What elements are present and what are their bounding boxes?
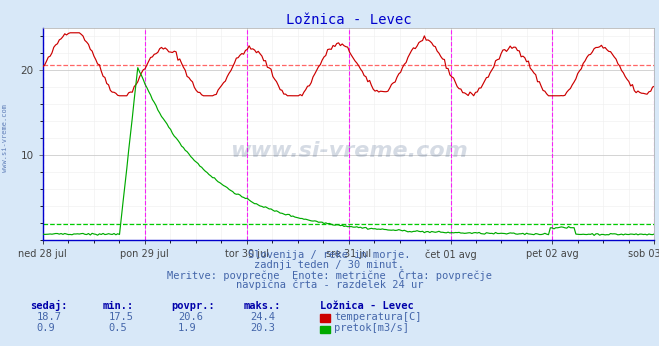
- Text: pretok[m3/s]: pretok[m3/s]: [334, 324, 409, 334]
- Text: Ložnica - Levec: Ložnica - Levec: [320, 301, 413, 311]
- Text: 1.9: 1.9: [178, 324, 196, 334]
- Text: www.si-vreme.com: www.si-vreme.com: [230, 141, 467, 161]
- Title: Ložnica - Levec: Ložnica - Levec: [286, 12, 411, 27]
- Text: 0.9: 0.9: [36, 324, 55, 334]
- Text: 17.5: 17.5: [109, 312, 134, 322]
- Text: temperatura[C]: temperatura[C]: [334, 312, 422, 322]
- Text: 18.7: 18.7: [36, 312, 61, 322]
- Text: 24.4: 24.4: [250, 312, 275, 322]
- Text: 0.5: 0.5: [109, 324, 127, 334]
- Text: Slovenija / reke in morje.: Slovenija / reke in morje.: [248, 250, 411, 260]
- Text: maks.:: maks.:: [244, 301, 281, 311]
- Text: www.si-vreme.com: www.si-vreme.com: [2, 104, 9, 172]
- Text: sedaj:: sedaj:: [30, 300, 67, 311]
- Text: min.:: min.:: [102, 301, 133, 311]
- Text: navpična črta - razdelek 24 ur: navpična črta - razdelek 24 ur: [236, 279, 423, 290]
- Text: 20.3: 20.3: [250, 324, 275, 334]
- Text: povpr.:: povpr.:: [171, 301, 215, 311]
- Text: 20.6: 20.6: [178, 312, 203, 322]
- Text: zadnji teden / 30 minut.: zadnji teden / 30 minut.: [254, 260, 405, 270]
- Text: Meritve: povprečne  Enote: metrične  Črta: povprečje: Meritve: povprečne Enote: metrične Črta:…: [167, 268, 492, 281]
